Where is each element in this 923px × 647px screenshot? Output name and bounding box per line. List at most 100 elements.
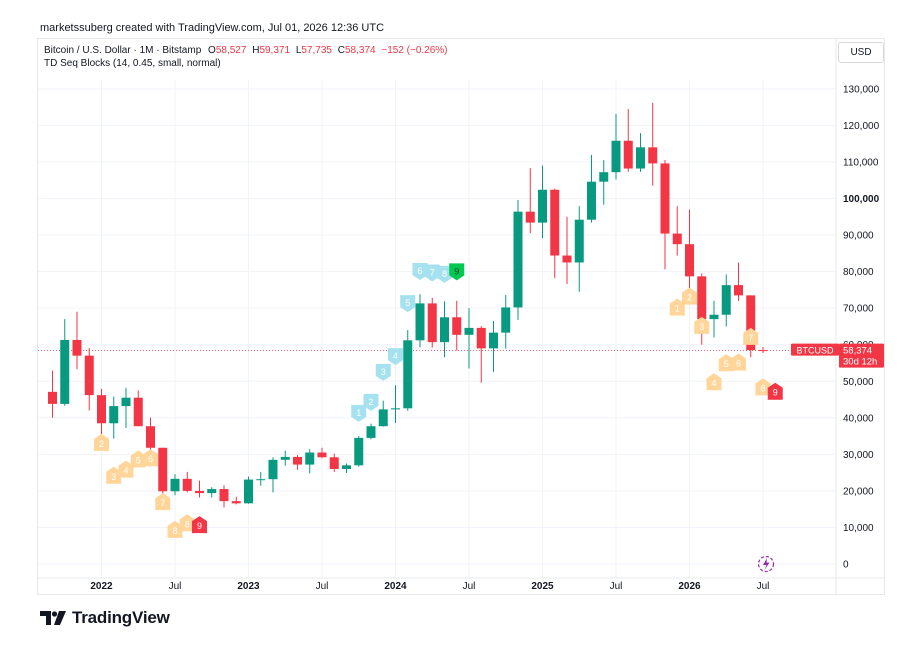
td-marker-shape: [192, 516, 207, 534]
td-marker-shape: [375, 363, 391, 381]
candle[interactable]: [84, 347, 94, 411]
candle-body: [403, 340, 413, 409]
candle[interactable]: [660, 160, 670, 270]
candle[interactable]: [636, 133, 645, 172]
indicator-name[interactable]: TD Seq Blocks (14, 0.45, small, normal): [44, 58, 221, 69]
candle[interactable]: [317, 447, 327, 459]
candle-body: [133, 397, 143, 427]
td-marker-count: 2: [368, 397, 373, 407]
change-value: −152 (−0.26%): [381, 45, 448, 56]
x-tick-label: Jul: [463, 581, 476, 592]
candle[interactable]: [452, 300, 462, 351]
candle[interactable]: [648, 102, 658, 186]
candle[interactable]: [121, 387, 131, 429]
candle[interactable]: [672, 206, 682, 256]
candle-body: [329, 457, 339, 469]
candle-body: [427, 303, 437, 343]
candle-body: [746, 295, 756, 351]
td-marker-shape: [731, 353, 746, 371]
candle-body: [280, 456, 290, 460]
candle-body: [489, 332, 498, 349]
candle[interactable]: [219, 485, 229, 508]
candle[interactable]: [366, 423, 376, 440]
candle[interactable]: [538, 165, 547, 238]
candle[interactable]: [378, 400, 388, 427]
candle[interactable]: [599, 160, 609, 205]
price-label-countdown: 30d 12h: [843, 357, 877, 368]
candle[interactable]: [109, 396, 119, 439]
candle-body: [550, 189, 560, 256]
td-marker-count: 7: [160, 498, 165, 508]
candle[interactable]: [489, 320, 498, 372]
candle[interactable]: [562, 216, 572, 285]
candle[interactable]: [342, 463, 351, 473]
candle[interactable]: [244, 476, 253, 504]
candle[interactable]: [133, 390, 143, 427]
candle-body: [636, 147, 645, 169]
candle[interactable]: [623, 108, 633, 172]
symbol-name[interactable]: Bitcoin / U.S. Dollar · 1M · Bitstamp: [44, 45, 202, 56]
candle[interactable]: [721, 274, 731, 327]
td-marker-count: 1: [675, 304, 680, 314]
candle[interactable]: [305, 449, 315, 474]
td-marker: 8: [167, 520, 183, 538]
sparkle-icon[interactable]: [757, 555, 775, 573]
candle[interactable]: [464, 308, 474, 369]
candle[interactable]: [391, 385, 400, 423]
candle[interactable]: [182, 471, 192, 493]
candle[interactable]: [440, 301, 449, 358]
td-marker-shape: [94, 433, 109, 451]
candle[interactable]: [329, 453, 339, 472]
currency-button[interactable]: USD: [838, 42, 884, 63]
td-marker: 7: [155, 493, 171, 511]
candle[interactable]: [513, 199, 523, 320]
candle[interactable]: [697, 273, 707, 345]
candle-body: [574, 219, 584, 263]
td-marker: 9: [767, 382, 783, 400]
candle-body: [293, 456, 302, 465]
tradingview-logo[interactable]: TradingView: [40, 608, 170, 628]
candle[interactable]: [170, 474, 180, 496]
candle[interactable]: [280, 450, 290, 466]
candle[interactable]: [525, 168, 535, 234]
candle[interactable]: [158, 447, 168, 500]
candle[interactable]: [48, 370, 57, 418]
x-tick-label: 2025: [531, 581, 554, 592]
candle-body: [672, 233, 682, 245]
candle[interactable]: [293, 455, 302, 470]
candle[interactable]: [72, 311, 82, 370]
candle[interactable]: [256, 471, 266, 486]
y-tick-label: 120,000: [843, 121, 880, 132]
candle[interactable]: [611, 113, 621, 180]
candle[interactable]: [60, 319, 70, 406]
candle[interactable]: [550, 188, 560, 279]
candle-body: [452, 317, 462, 335]
candle[interactable]: [587, 155, 596, 223]
candle[interactable]: [195, 480, 204, 498]
candle[interactable]: [231, 496, 241, 505]
candle-body: [231, 501, 241, 504]
x-tick-label: 2024: [384, 581, 407, 592]
candle[interactable]: [685, 209, 694, 290]
candle[interactable]: [734, 262, 743, 301]
candle[interactable]: [403, 330, 413, 411]
close-value: 58,374: [344, 45, 376, 56]
low-value: 57,735: [301, 45, 332, 56]
candle[interactable]: [746, 295, 756, 358]
candle[interactable]: [354, 436, 364, 467]
candle[interactable]: [415, 294, 425, 348]
candle[interactable]: [501, 294, 511, 349]
candle[interactable]: [574, 206, 584, 292]
candle-body: [219, 489, 229, 502]
td-marker: 3: [694, 316, 710, 334]
td-marker-count: 9: [773, 388, 778, 398]
td-marker: 2: [363, 393, 379, 411]
candle[interactable]: [709, 300, 719, 338]
td-marker: 5: [130, 450, 146, 468]
candle[interactable]: [268, 457, 278, 493]
candle[interactable]: [758, 346, 768, 353]
candle[interactable]: [207, 487, 217, 498]
candle[interactable]: [427, 297, 437, 348]
candle[interactable]: [476, 326, 486, 383]
